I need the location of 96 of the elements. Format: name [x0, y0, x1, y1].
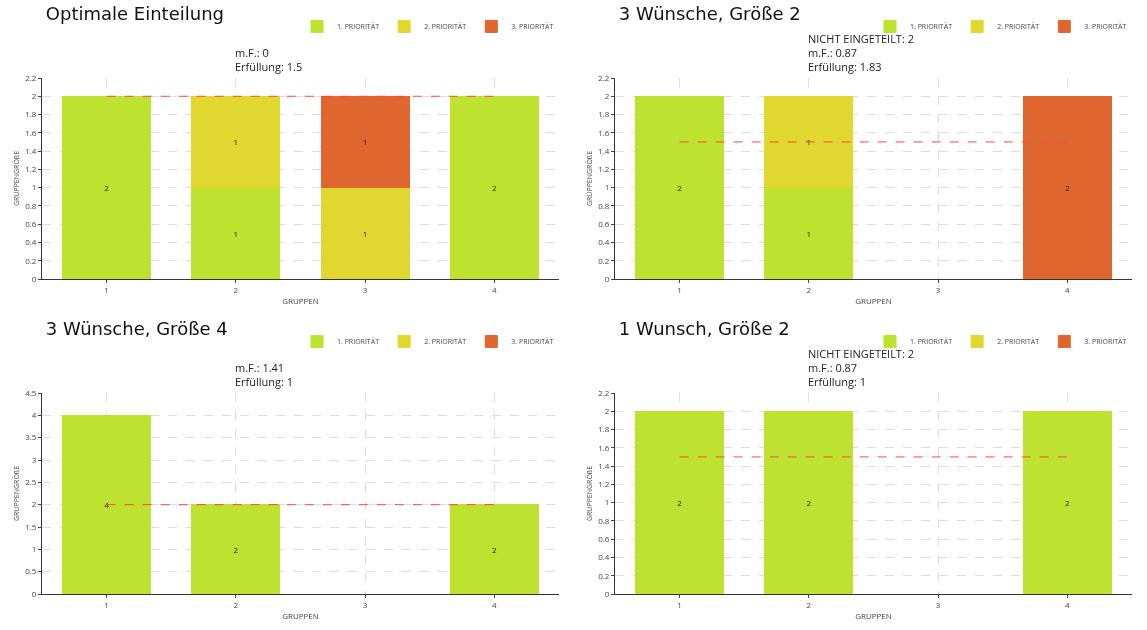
y-tick-label: 1.4: [25, 144, 37, 156]
text: Erfüllung: 1: [808, 374, 867, 389]
x-tick-label: 2: [806, 283, 812, 295]
text: m.F.: 1.41: [235, 360, 285, 375]
y-tick-label: 0.8: [25, 199, 37, 211]
y-tick-label: 2.2: [598, 386, 610, 398]
y-tick-label: 1.4: [598, 144, 610, 156]
text: Erfüllung: 1.5: [235, 59, 303, 74]
data-label: 2: [677, 182, 683, 194]
data-label: 1: [362, 227, 368, 239]
chart-title: 3 Wünsche, Größe 4: [45, 318, 228, 340]
text: m.F.: 0.87: [808, 45, 858, 60]
y-tick-label: 1: [31, 181, 37, 193]
y-tick-label: 1.2: [598, 163, 610, 175]
y-tick-label: 2: [31, 498, 37, 510]
text: m.F.: 0: [235, 45, 269, 60]
x-tick-label: 2: [233, 598, 239, 610]
y-tick-label: 0.6: [25, 217, 37, 229]
y-tick-label: 2.2: [25, 71, 37, 83]
y-tick-label: 1.2: [598, 478, 610, 490]
x-tick-label: 1: [104, 283, 109, 295]
x-tick-label: 4: [1065, 598, 1071, 610]
chart-title: 1 Wunsch, Größe 2: [618, 318, 790, 340]
text: Erfüllung: 1: [235, 374, 294, 389]
text: Erfüllung: 1.83: [808, 59, 882, 74]
y-tick-label: 1: [31, 543, 37, 555]
y-tick-label: 0.4: [25, 236, 37, 248]
y-tick-label: 0.8: [598, 514, 610, 526]
x-axis-title: GRUPPEN: [282, 294, 319, 306]
data-label: 2: [1064, 497, 1070, 509]
x-axis-title: GRUPPEN: [855, 294, 892, 306]
data-label: 1: [233, 136, 239, 148]
x-tick-label: 3: [362, 283, 368, 295]
y-tick-label: 1.2: [25, 163, 37, 175]
text: NICHT EINGETEILT: 2: [808, 31, 914, 46]
y-tick-label: 1: [604, 496, 610, 508]
y-tick-label: 1.8: [598, 423, 610, 435]
data-label: 2: [677, 497, 683, 509]
y-tick-label: 1.6: [598, 126, 610, 138]
text: NICHT EINGETEILT: 2: [808, 346, 914, 361]
data-label: 1: [806, 136, 812, 148]
x-tick-label: 2: [806, 598, 812, 610]
y-tick-label: 2: [604, 405, 610, 417]
y-tick-label: 2.2: [598, 71, 610, 83]
y-tick-label: 0.5: [25, 565, 37, 577]
x-tick-label: 3: [935, 283, 941, 295]
y-tick-label: 1.8: [598, 108, 610, 120]
data-label: 2: [806, 497, 812, 509]
y-tick-label: 0.4: [598, 551, 610, 563]
text: m.F.: 0.87: [808, 360, 858, 375]
y-tick-label: 1.4: [598, 459, 610, 471]
y-tick-label: 0: [604, 272, 610, 284]
x-tick-label: 3: [935, 598, 941, 610]
data-label: 2: [233, 543, 239, 555]
y-tick-label: 3: [31, 453, 37, 465]
y-tick-label: 1.6: [25, 126, 37, 138]
y-tick-label: 0.4: [598, 236, 610, 248]
y-tick-label: 1.6: [598, 441, 610, 453]
y-tick-label: 0: [31, 272, 37, 284]
y-tick-label: 2: [31, 90, 37, 102]
x-tick-label: 2: [233, 283, 239, 295]
y-tick-label: 0.6: [598, 532, 610, 544]
data-label: 2: [491, 182, 497, 194]
y-tick-label: 0.2: [25, 254, 37, 266]
y-tick-label: 1.5: [25, 520, 37, 532]
y-tick-label: 2.5: [25, 476, 37, 488]
y-tick-label: 0.2: [598, 254, 610, 266]
y-tick-label: 2: [604, 90, 610, 102]
x-tick-label: 1: [677, 598, 682, 610]
x-tick-label: 4: [1065, 283, 1071, 295]
x-tick-label: 1: [104, 598, 109, 610]
x-axis-title: GRUPPEN: [282, 609, 319, 621]
y-tick-label: 1.8: [25, 108, 37, 120]
data-label: 2: [1064, 182, 1070, 194]
y-tick-label: 0: [31, 587, 37, 599]
x-tick-label: 4: [492, 283, 498, 295]
chart-title: Optimale Einteilung: [45, 3, 225, 25]
data-label: 1: [362, 136, 368, 148]
y-tick-label: 0: [604, 587, 610, 599]
y-tick-label: 0.8: [598, 199, 610, 211]
y-tick-label: 0.6: [598, 217, 610, 229]
x-tick-label: 3: [362, 598, 368, 610]
data-label: 4: [104, 499, 110, 511]
chart-title: 3 Wünsche, Größe 2: [618, 3, 801, 25]
x-tick-label: 1: [677, 283, 682, 295]
y-tick-label: 4.5: [25, 386, 37, 398]
data-label: 2: [104, 182, 110, 194]
x-tick-label: 4: [492, 598, 498, 610]
y-tick-label: 3.5: [25, 431, 37, 443]
y-tick-label: 0.2: [598, 569, 610, 581]
data-label: 1: [233, 227, 239, 239]
data-label: 1: [806, 227, 812, 239]
y-tick-label: 4: [31, 409, 37, 421]
x-axis-title: GRUPPEN: [855, 609, 892, 621]
data-label: 2: [491, 543, 497, 555]
y-tick-label: 1: [604, 181, 610, 193]
